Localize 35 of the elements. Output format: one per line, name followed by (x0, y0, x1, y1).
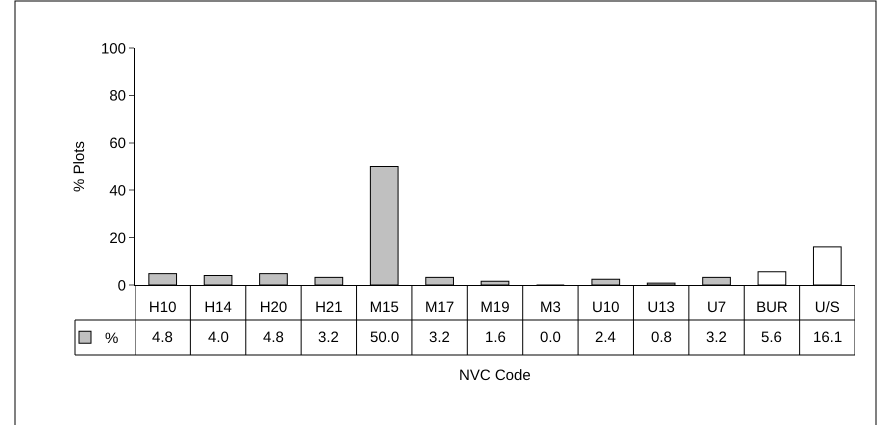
x-tick-label: H21 (315, 299, 343, 316)
x-tick-label: H14 (204, 299, 232, 316)
data-label: 0.8 (651, 329, 672, 346)
x-tick-label: U7 (706, 299, 726, 316)
x-tick-label: U13 (647, 299, 675, 316)
data-label: 3.2 (318, 329, 339, 346)
x-tick-label: H20 (260, 299, 288, 316)
data-label: 16.1 (813, 329, 842, 346)
data-label: 5.6 (761, 329, 782, 346)
y-tick-label: 80 (109, 88, 126, 105)
x-tick-label: BUR (756, 299, 788, 316)
x-tick-label: M19 (480, 299, 510, 316)
data-label: 2.4 (595, 329, 616, 346)
y-tick-label: 100 (100, 40, 126, 58)
x-tick-label: M15 (370, 299, 399, 316)
x-tick-label: U/S (814, 299, 840, 316)
data-label: 3.2 (706, 329, 727, 346)
data-label: 50.0 (370, 329, 400, 346)
x-tick-label: M17 (425, 299, 454, 316)
legend-label: % (105, 330, 118, 348)
y-tick-label: 0 (118, 277, 126, 294)
data-label: 0.0 (540, 329, 561, 346)
x-tick-label: U10 (592, 299, 620, 316)
y-tick-label: 20 (109, 230, 126, 247)
y-axis-title: % Plots (71, 141, 88, 192)
data-label: 4.8 (263, 329, 284, 346)
y-tick-label: 40 (109, 182, 126, 200)
data-label: 4.8 (152, 329, 173, 346)
y-tick-label: 60 (109, 135, 126, 152)
data-label: 3.2 (429, 329, 450, 346)
data-label: 1.6 (485, 329, 506, 346)
x-tick-label: H10 (148, 299, 176, 316)
data-label: 4.0 (208, 329, 229, 346)
x-axis-title: NVC Code (459, 367, 531, 384)
x-tick-label: M3 (540, 299, 561, 316)
